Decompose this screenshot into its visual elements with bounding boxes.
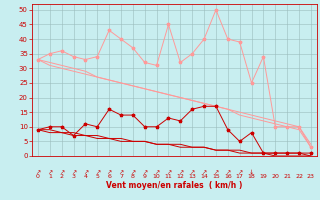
X-axis label: Vent moyen/en rafales  ( km/h ): Vent moyen/en rafales ( km/h ) [106, 181, 243, 190]
